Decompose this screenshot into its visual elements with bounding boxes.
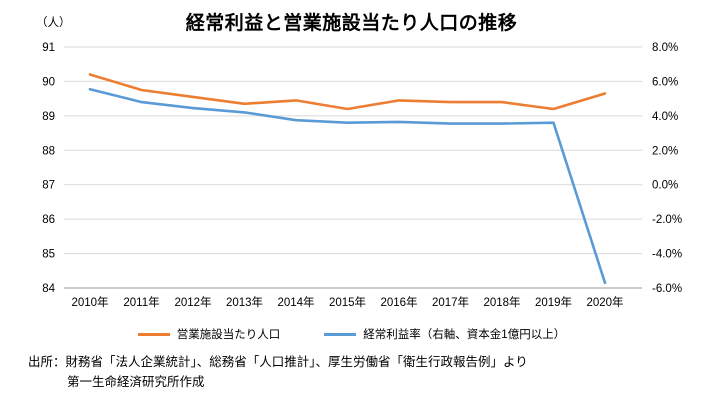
x-axis-label: 2010年	[71, 295, 108, 309]
right-axis-tick-label: 8.0%	[652, 42, 678, 54]
chart-title: 経常利益と営業施設当たり人口の推移	[185, 13, 518, 34]
x-axis-label: 2011年	[123, 295, 159, 309]
x-axis-label: 2013年	[226, 295, 263, 309]
left-axis-tick-label: 89	[42, 111, 55, 123]
source-note: 出所：財務省「法人企業統計」、総務省「人口推計」、厚生労働省「衛生行政報告例」よ…	[28, 352, 528, 392]
right-axis-tick-label: -2.0%	[652, 214, 682, 226]
right-axis-tick-label: -6.0%	[652, 283, 682, 295]
x-axis-label: 2020年	[586, 295, 623, 309]
right-axis-tick-label: 4.0%	[652, 111, 678, 123]
legend-item-profit-rate: 経常利益率（右軸、資本金1億円以上）	[324, 326, 565, 342]
left-axis-tick-label: 84	[42, 283, 55, 295]
x-axis-label: 2019年	[535, 295, 572, 309]
right-axis-tick-label: 6.0%	[652, 76, 678, 88]
x-axis-label: 2018年	[483, 295, 520, 309]
dual-axis-line-chart: 91 90 89 88 87 86 85 84 8.0% 6.0% 4.0% 2.0% 0.0% -2.0…	[42, 42, 682, 309]
source-line-2: 第一生命経済研究所作成	[67, 375, 205, 389]
left-axis-tick-label: 91	[42, 42, 55, 54]
right-axis-tick-label: -4.0%	[652, 249, 682, 261]
x-axis-label: 2012年	[174, 295, 211, 309]
x-axis-label: 2015年	[329, 295, 366, 309]
legend-label-profit-rate: 経常利益率（右軸、資本金1億円以上）	[363, 329, 566, 341]
x-axis-label: 2014年	[277, 295, 314, 309]
left-axis-tick-label: 88	[42, 145, 55, 157]
legend-label-population: 営業施設当たり人口	[176, 329, 281, 341]
source-line-1: 出所：財務省「法人企業統計」、総務省「人口推計」、厚生労働省「衛生行政報告例」よ…	[28, 355, 528, 369]
chart-legend: 営業施設当たり人口 経常利益率（右軸、資本金1億円以上）	[0, 326, 703, 342]
legend-item-population: 営業施設当たり人口	[137, 326, 281, 342]
right-axis-tick-label: 0.0%	[652, 180, 678, 192]
left-axis-tick-label: 85	[42, 249, 55, 261]
population-line	[88, 73, 607, 111]
x-axis-label: 2016年	[380, 295, 417, 309]
right-axis-tick-label: 2.0%	[652, 145, 678, 157]
x-axis-label: 2017年	[432, 295, 469, 309]
profit-rate-line	[88, 87, 607, 285]
left-axis-tick-label: 90	[42, 76, 55, 88]
left-axis-unit-label: （人）	[36, 17, 71, 29]
blue-line-icon	[324, 332, 357, 336]
left-axis-tick-label: 87	[42, 180, 55, 192]
orange-line-icon	[137, 332, 170, 336]
left-axis-tick-label: 86	[42, 214, 55, 226]
